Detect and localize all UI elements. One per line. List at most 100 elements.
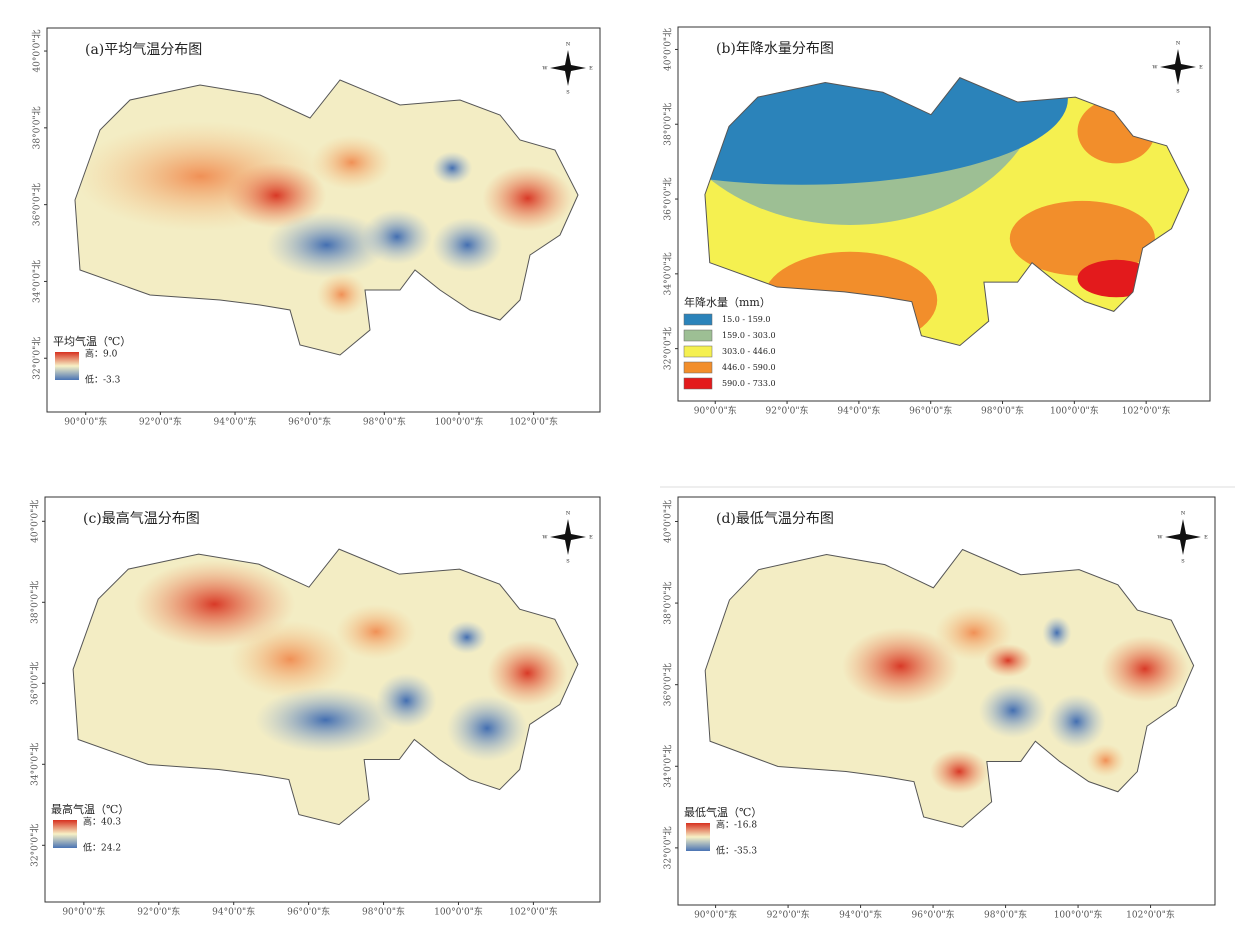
x-tick-label: 96°0'0"东 [909, 405, 952, 417]
x-tick-label: 98°0'0"东 [363, 416, 406, 428]
blob [432, 217, 503, 273]
compass [550, 519, 586, 555]
compass-label: W [1152, 65, 1158, 71]
legend-label: 15.0 - 159.0 [722, 315, 771, 324]
blob [934, 605, 1013, 661]
compass-label: W [542, 66, 548, 72]
y-tick-label: 40°0'0"北 [30, 500, 41, 543]
x-tick-label: 92°0'0"东 [766, 405, 809, 417]
legend-swatch [683, 361, 713, 374]
legend-ramp [686, 823, 710, 851]
y-tick-label: 32°0'0"北 [663, 327, 674, 370]
compass-label: S [1176, 89, 1180, 95]
panel-title: (d)最低气温分布图 [716, 511, 834, 527]
x-tick-label: 92°0'0"东 [767, 909, 810, 921]
x-tick-label: 96°0'0"东 [912, 909, 955, 921]
map-panel: (b)年降水量分布图 N E S W 90°0'0"东 92°0'0"东 94°0'0"东 96… [663, 26, 1211, 417]
x-tick-label: 100°0'0"东 [1050, 405, 1099, 417]
compass-label: S [566, 90, 570, 96]
x-tick-label: 98°0'0"东 [362, 906, 405, 918]
legend-swatch [683, 377, 713, 390]
y-tick-label: 38°0'0"北 [30, 581, 41, 624]
blob [487, 640, 568, 707]
y-tick-label: 34°0'0"北 [32, 260, 43, 303]
y-tick-label: 40°0'0"北 [663, 500, 674, 543]
blob [482, 165, 573, 232]
legend-title: 最高气温（℃） [51, 802, 129, 816]
x-tick-label: 98°0'0"东 [984, 909, 1027, 921]
compass-label: E [1204, 535, 1208, 541]
blob [375, 673, 437, 729]
x-tick-label: 100°0'0"东 [434, 906, 483, 918]
y-tick-label: 36°0'0"北 [663, 178, 674, 221]
legend-label: 303.0 - 446.0 [722, 347, 776, 356]
x-tick-label: 94°0'0"东 [839, 909, 882, 921]
blob [311, 135, 392, 190]
map-outline [74, 79, 579, 356]
x-tick-label: 96°0'0"东 [287, 906, 330, 918]
legend-swatch [683, 313, 713, 326]
legend-title: 最低气温（℃） [684, 805, 762, 819]
compass-label: N [1181, 511, 1186, 517]
legend-low: 低：-3.3 [85, 374, 121, 386]
compass-label: S [566, 559, 570, 565]
compass-label: N [566, 42, 571, 48]
x-tick-label: 100°0'0"东 [435, 416, 484, 428]
blob [929, 749, 989, 794]
x-tick-label: 92°0'0"东 [139, 416, 182, 428]
x-tick-label: 90°0'0"东 [694, 405, 737, 417]
legend-swatch [683, 345, 713, 358]
compass-label: E [1199, 65, 1203, 71]
blob [254, 686, 397, 753]
y-tick-label: 32°0'0"北 [663, 826, 674, 869]
legend-label: 590.0 - 733.0 [722, 379, 776, 388]
blob [361, 209, 433, 265]
y-tick-label: 34°0'0"北 [30, 743, 41, 786]
blob [446, 695, 528, 762]
y-tick-label: 34°0'0"北 [663, 745, 674, 788]
legend-high: 高：-16.8 [716, 819, 757, 831]
panel-title: (c)最高气温分布图 [83, 510, 200, 527]
x-tick-label: 102°0'0"东 [509, 416, 558, 428]
blob [1100, 635, 1189, 703]
y-tick-label: 36°0'0"北 [32, 183, 43, 226]
x-tick-label: 92°0'0"东 [137, 906, 180, 918]
map-outline [72, 548, 579, 826]
x-tick-label: 96°0'0"东 [288, 416, 331, 428]
map-fill [73, 549, 578, 825]
compass-label: N [1176, 41, 1181, 47]
compass-label: W [1157, 535, 1163, 541]
blob [1042, 616, 1072, 650]
y-tick-label: 40°0'0"北 [32, 30, 43, 73]
y-tick-label: 38°0'0"北 [663, 103, 674, 146]
zone [1009, 200, 1155, 276]
blob [335, 604, 417, 660]
compass [550, 50, 586, 86]
x-tick-label: 94°0'0"东 [212, 906, 255, 918]
y-tick-label: 32°0'0"北 [32, 337, 43, 380]
legend-swatch [683, 329, 713, 342]
legend-low: 低：24.2 [83, 842, 121, 854]
x-tick-label: 102°0'0"东 [509, 906, 558, 918]
legend-label: 446.0 - 590.0 [722, 363, 776, 372]
x-tick-label: 90°0'0"东 [64, 416, 107, 428]
blob [1086, 743, 1126, 778]
blob [266, 212, 387, 278]
compass-label: W [542, 535, 548, 541]
x-tick-label: 90°0'0"东 [694, 909, 737, 921]
y-tick-label: 38°0'0"北 [32, 106, 43, 149]
map-panel: (d)最低气温分布图 N E S W 90°0'0"东 92°0'0"东 94°0'0"东 96… [663, 496, 1216, 921]
compass [1165, 519, 1201, 555]
legend-ramp [55, 352, 79, 380]
legend-label: 159.0 - 303.0 [722, 331, 776, 340]
map-outline [704, 77, 1190, 347]
zone [704, 77, 1068, 185]
blob [978, 682, 1048, 739]
compass-label: N [566, 511, 571, 517]
panel-title: (a)平均气温分布图 [85, 42, 202, 58]
x-tick-label: 94°0'0"东 [214, 416, 257, 428]
blob [133, 560, 296, 649]
map-outline [704, 548, 1195, 828]
x-tick-label: 94°0'0"东 [837, 405, 880, 417]
